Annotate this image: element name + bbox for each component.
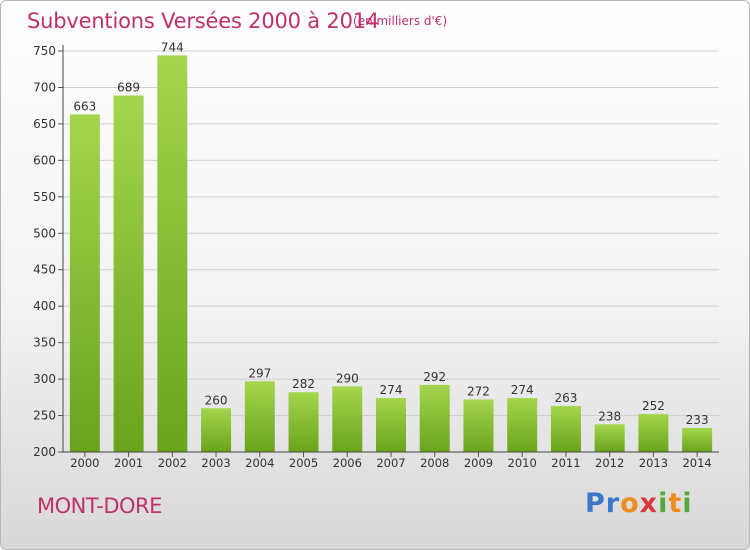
proxiti-logo[interactable]: Proxiti	[585, 488, 693, 519]
bar-value-label: 263	[554, 391, 577, 405]
bar	[201, 408, 232, 452]
bar-value-label: 282	[292, 377, 315, 391]
bar	[288, 392, 319, 452]
bar-value-label: 744	[161, 40, 184, 54]
y-tick-label: 700	[33, 80, 56, 94]
y-tick-label: 500	[33, 226, 56, 240]
bar	[419, 384, 450, 452]
x-tick-label: 2008	[420, 456, 449, 470]
y-tick-label: 200	[33, 445, 56, 459]
chart-unit: (en milliers d'€)	[353, 14, 448, 28]
bar-value-label: 238	[598, 409, 621, 423]
bar-value-label: 274	[380, 383, 403, 397]
y-tick-label: 550	[33, 190, 56, 204]
bar	[113, 95, 144, 452]
x-tick-label: 2011	[551, 456, 580, 470]
label-layer: 663 689 744 260 297 282 290 274 292 272 274 263 238 2…	[73, 40, 708, 427]
bar	[376, 398, 406, 452]
x-tick-label: 2010	[508, 456, 537, 470]
bar	[638, 414, 669, 452]
chart-title: Subventions Versées 2000 à 2014	[27, 9, 380, 33]
bar-value-label: 663	[73, 99, 96, 113]
x-tick-label: 2005	[289, 456, 318, 470]
bar	[594, 424, 625, 452]
y-tick-label: 450	[33, 263, 56, 277]
x-tick-label: 2012	[595, 456, 624, 470]
bar	[550, 406, 581, 452]
x-tick-label: 2000	[70, 456, 99, 470]
bar	[463, 399, 494, 452]
x-tick-label: 2002	[158, 456, 187, 470]
bar-value-label: 689	[117, 80, 140, 94]
axis-layer: 200 250 300 350 400 450 500 550 600 650 700 750 2000…	[33, 44, 719, 470]
x-tick-label: 2003	[201, 456, 230, 470]
x-tick-label: 2007	[376, 456, 405, 470]
city-name: MONT-DORE	[37, 494, 162, 518]
x-tick-label: 2009	[464, 456, 493, 470]
bar	[507, 398, 538, 452]
x-tick-label: 2004	[245, 456, 274, 470]
x-tick-label: 2014	[682, 456, 711, 470]
bar-value-label: 252	[642, 399, 665, 413]
y-tick-label: 300	[33, 372, 56, 386]
y-tick-label: 350	[33, 336, 56, 350]
bar-value-label: 272	[467, 385, 490, 399]
bar	[244, 381, 275, 452]
bar	[332, 386, 363, 452]
bar	[682, 427, 713, 452]
y-tick-label: 750	[33, 44, 56, 58]
bar-value-label: 297	[248, 366, 271, 380]
bar-value-label: 233	[686, 413, 709, 427]
bar-value-label: 290	[336, 371, 359, 385]
bar-layer	[69, 55, 713, 453]
bar	[157, 55, 188, 453]
y-tick-label: 650	[33, 117, 56, 131]
bar-value-label: 274	[511, 383, 534, 397]
y-tick-label: 400	[33, 299, 56, 313]
bar-value-label: 260	[205, 393, 228, 407]
bar	[69, 114, 100, 452]
x-tick-label: 2013	[639, 456, 668, 470]
y-tick-label: 600	[33, 153, 56, 167]
x-tick-label: 2006	[333, 456, 362, 470]
y-tick-label: 250	[33, 409, 56, 423]
bar-value-label: 292	[423, 370, 446, 384]
x-tick-label: 2001	[114, 456, 143, 470]
